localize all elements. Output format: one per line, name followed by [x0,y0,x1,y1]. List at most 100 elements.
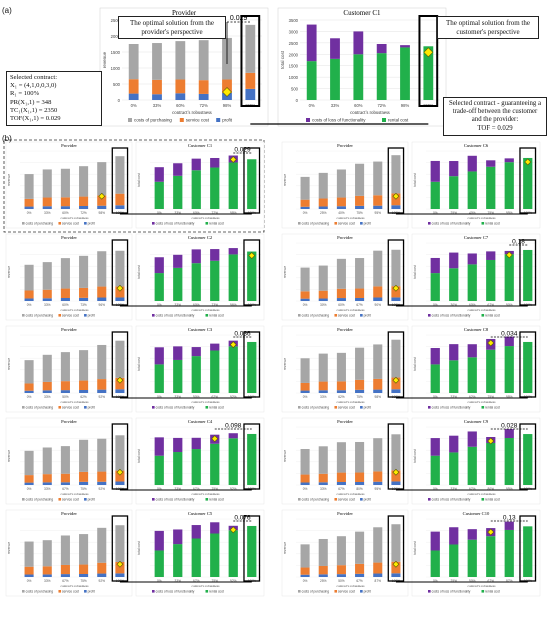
chart-title: Customer C5 [188,511,213,516]
legend-swatch [481,406,485,409]
tof-label: 0.036 [234,331,251,338]
bar-segment [449,452,459,485]
bar-segment [79,534,89,565]
x-tick-label: 33% [175,303,182,307]
bar-segment [355,481,365,485]
bar-segment [42,566,52,575]
bar-segment [24,383,34,391]
bar-segment [336,169,346,198]
selected-contract-frame [243,423,261,490]
chart-title: Provider [61,511,77,516]
x-tick-label: 33% [320,487,327,491]
legend-label: profit [364,589,371,593]
bar-segment [42,354,52,382]
legend-swatch [58,590,62,593]
optimum-diamond [487,339,495,347]
optimum-diamond [487,528,495,536]
contract-line-tc: TC₁(X₁,1) = 2350 [10,106,58,114]
bar-segment [336,298,346,301]
selected-contract-frame [519,147,537,214]
y-tick-label: 1000 [111,66,121,71]
bar-segment [210,167,220,209]
bar-segment [210,343,220,351]
legend-swatch [298,498,301,501]
bar-segment [97,195,107,206]
bar-segment [24,298,34,301]
selected-contract-frame [519,515,537,582]
bar-segment [467,344,477,358]
bar-segment [373,471,383,482]
legend-label: service cost [338,405,355,409]
tof-label: 0.028 [501,423,518,430]
legend-swatch [298,314,301,317]
bar-segment [336,258,346,289]
y-tick-label: 0 [296,98,299,103]
y-axis-label: revenue [283,358,287,370]
bar-segment [60,564,70,575]
bar-segment [355,258,365,289]
y-axis-label: revenue [7,450,11,462]
x-tick-label: 40% [338,211,345,215]
bar-segment [97,251,107,287]
bar-segment [355,389,365,393]
bar-segment [355,472,365,482]
bar-segment [24,482,34,485]
bar-segment [523,341,533,393]
legend-label: service cost [62,313,79,317]
bar-segment [79,350,89,381]
chart-title: Customer C8 [464,327,489,332]
bar-segment [318,473,328,483]
bar-segment [504,254,514,301]
bar-segment [504,521,514,530]
contract-line-pr: PR(X₁,1) = 348 [10,98,52,106]
bar-segment [318,574,328,577]
x-tick-label: 75% [488,395,495,399]
optimum-diamond [229,156,237,163]
legend-label: costs of purchasing [26,405,54,409]
bar-segment [430,257,440,274]
bar-segment [60,482,70,485]
bar-segment [191,347,201,357]
x-tick-label: 72% [199,103,208,108]
legend-swatch [428,222,431,225]
x-tick-label: 67% [62,487,69,491]
bar-segment [504,529,514,577]
bar-segment [24,475,34,483]
bar-segment [154,530,164,551]
bar-segment [318,538,328,566]
y-axis-label: total cost [413,265,417,279]
bar-segment [336,288,346,299]
bar-segment [467,264,477,301]
contract-line-r: R₁ = 100% [10,90,40,98]
x-tick-label: 92% [99,487,106,491]
bar-segment [154,257,164,274]
bar-segment [318,198,328,207]
bar-segment [449,344,459,361]
selected-contract-frame [387,239,405,306]
bar-segment [300,574,310,577]
optimum-diamond [392,192,400,200]
x-tick-label: 0% [303,395,308,399]
bar-segment [391,434,401,471]
bar-segment [24,450,34,476]
selected-contract-frame [387,515,405,582]
bar-segment [60,258,70,289]
bar-segment [79,206,89,209]
legend-label: profit [364,221,371,225]
bar-segment [373,527,383,563]
legend-label: profit [364,497,371,501]
legend-swatch [22,406,25,409]
bar-segment [467,155,477,172]
legend-swatch [334,314,338,317]
x-tick-label: 67% [488,303,495,307]
legend-swatch [205,222,209,225]
x-tick-label: 25% [451,211,458,215]
x-tick-label: 0% [433,211,438,215]
selected-contract-frame [387,147,405,214]
x-tick-label: 62% [212,395,219,399]
legend-label: rental cost [209,313,224,317]
legend-label: costs of purchasing [26,589,54,593]
bar-segment [191,437,201,450]
